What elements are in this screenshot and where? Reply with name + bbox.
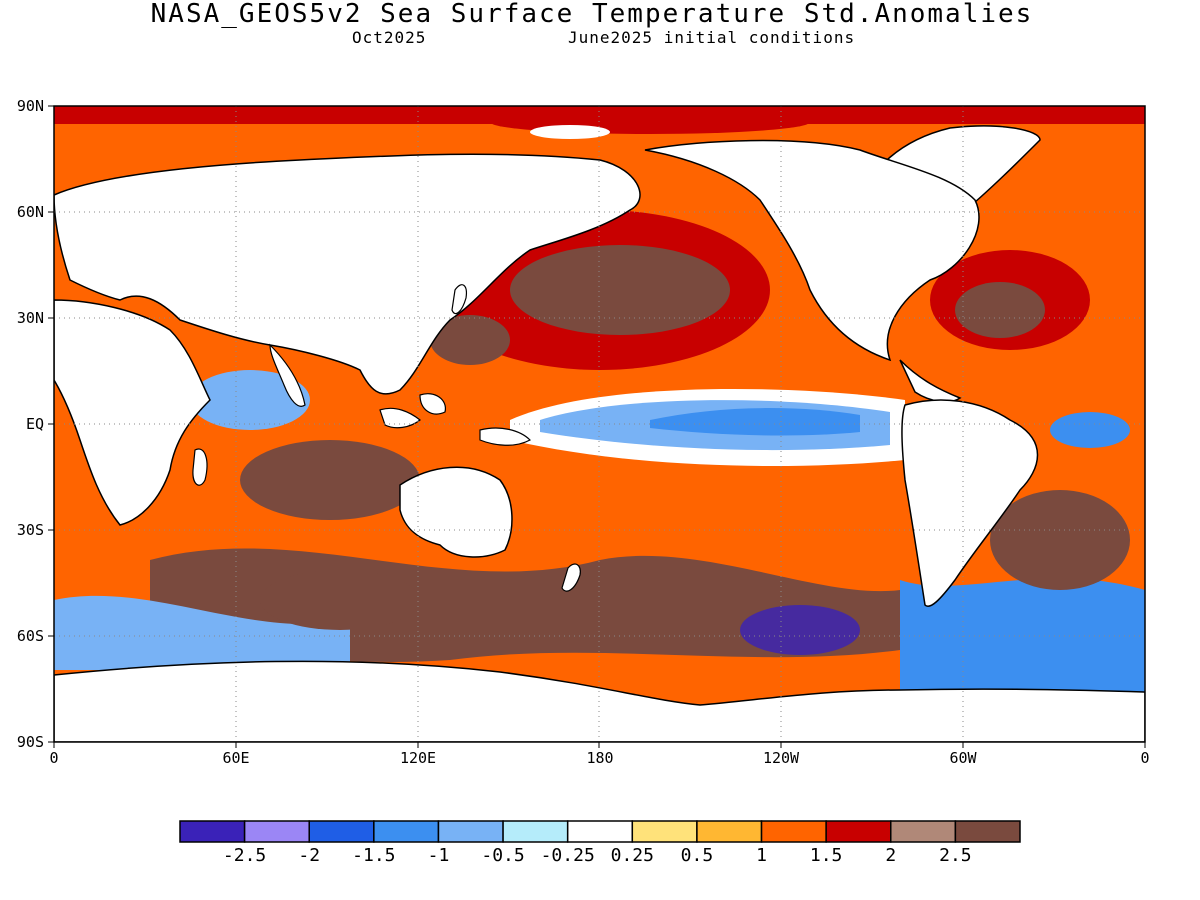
lat-label-90s: 90S (16, 733, 44, 751)
colorbar-label: -1 (427, 845, 450, 866)
southern-atlantic-cool (900, 578, 1145, 700)
colorbar-label: -0.5 (481, 845, 525, 866)
lat-label-30s: 30S (16, 521, 44, 539)
colorbar-label: 0.5 (680, 845, 714, 866)
japan (451, 284, 467, 315)
colorbar-swatch (373, 820, 440, 843)
sumatra (379, 407, 421, 429)
indian-ocean-warm (240, 440, 420, 520)
initial-conditions: June2025 initial conditions (568, 28, 856, 47)
colorbar-swatch (243, 820, 310, 843)
lon-label-120e: 120E (399, 749, 437, 767)
lat-label-30n: 30N (16, 309, 44, 327)
colorbar-swatch (696, 820, 763, 843)
indian-south-warm (260, 570, 420, 630)
colorbar-swatch (179, 820, 246, 843)
gridlines (54, 106, 1145, 742)
colorbar-swatch (308, 820, 375, 843)
lat-label-eq: EQ (25, 415, 44, 433)
colorbar-label: -2.5 (222, 845, 267, 866)
borneo (419, 393, 446, 415)
colorbar-swatch (890, 820, 957, 843)
central-america (899, 359, 962, 403)
colorbar-label: -2 (298, 845, 321, 866)
lon-label-60w: 60W (949, 749, 977, 767)
southern-cold-spot (740, 605, 860, 655)
lat-label-60s: 60S (16, 627, 44, 645)
equatorial-pacific-cold-core (650, 408, 860, 436)
australia (399, 466, 513, 558)
colorbar-swatch (631, 820, 698, 843)
new-zealand (561, 563, 581, 592)
india (269, 343, 306, 407)
north-pacific-strong-warm (510, 245, 730, 335)
nw-pacific-warm (430, 315, 510, 365)
forecast-month: Oct2025 (352, 28, 427, 47)
map-title: NASA_GEOS5v2 Sea Surface Temperature Std… (150, 0, 1034, 29)
africa (54, 299, 211, 526)
south-atlantic-warm (990, 490, 1130, 590)
southern-ocean-cool-west (54, 595, 350, 670)
colorbar-swatch (760, 820, 827, 843)
north-america (644, 139, 980, 362)
lon-label-180: 180 (586, 749, 614, 767)
colorbar-swatch (566, 820, 634, 843)
lon-label-0-east: 0 (1140, 749, 1150, 767)
colorbar-label: -1.5 (352, 845, 396, 866)
map-field (54, 106, 1145, 742)
axis-ticks (48, 105, 1146, 748)
north-atlantic-strong-warm (955, 282, 1045, 338)
colorbar-swatch (437, 820, 504, 843)
colorbar-label: 0.25 (610, 845, 654, 866)
colorbar-label: 1.5 (809, 845, 843, 866)
colorbar-swatch (954, 820, 1021, 843)
lat-label-90n: 90N (16, 97, 44, 115)
madagascar (192, 448, 208, 486)
arctic-neutral-patch (530, 125, 610, 139)
lon-label-120w: 120W (762, 749, 800, 767)
eurasia (54, 153, 641, 395)
colorbar-label: 1 (756, 845, 767, 866)
south-america (901, 399, 1039, 607)
colorbar-swatch (502, 820, 569, 843)
tropical-atlantic-cool (1050, 412, 1130, 448)
lon-label-0: 0 (49, 749, 59, 767)
colorbar-label: 2 (885, 845, 897, 866)
new-guinea (479, 427, 531, 446)
indian-ocean-cool (190, 370, 310, 430)
colorbar-label: -0.25 (540, 845, 595, 866)
lat-label-60n: 60N (16, 203, 44, 221)
colorbar-label: 2.5 (939, 845, 972, 866)
colorbar-swatch (825, 820, 892, 843)
lon-label-60e: 60E (222, 749, 250, 767)
